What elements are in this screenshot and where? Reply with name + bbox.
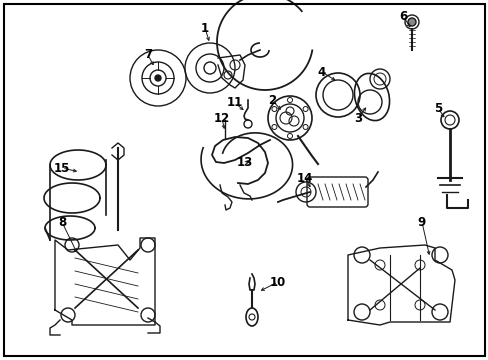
Polygon shape bbox=[55, 238, 155, 325]
FancyBboxPatch shape bbox=[306, 177, 367, 207]
Text: 9: 9 bbox=[417, 216, 425, 229]
Ellipse shape bbox=[354, 73, 389, 121]
Text: 8: 8 bbox=[58, 216, 66, 229]
Text: 15: 15 bbox=[54, 162, 70, 175]
Ellipse shape bbox=[245, 308, 258, 326]
Text: 5: 5 bbox=[433, 102, 441, 114]
Polygon shape bbox=[347, 245, 454, 325]
Text: 2: 2 bbox=[267, 94, 276, 107]
Text: 14: 14 bbox=[296, 171, 312, 184]
Circle shape bbox=[407, 18, 415, 26]
Text: 10: 10 bbox=[269, 275, 285, 288]
Circle shape bbox=[155, 75, 161, 81]
Polygon shape bbox=[218, 55, 244, 88]
Text: 12: 12 bbox=[213, 112, 230, 125]
Text: 3: 3 bbox=[353, 112, 361, 125]
Text: 4: 4 bbox=[317, 66, 325, 78]
Text: 6: 6 bbox=[398, 9, 407, 22]
Text: 13: 13 bbox=[236, 157, 253, 170]
Text: 7: 7 bbox=[143, 49, 152, 62]
Text: 11: 11 bbox=[226, 96, 243, 109]
Text: 1: 1 bbox=[201, 22, 209, 35]
